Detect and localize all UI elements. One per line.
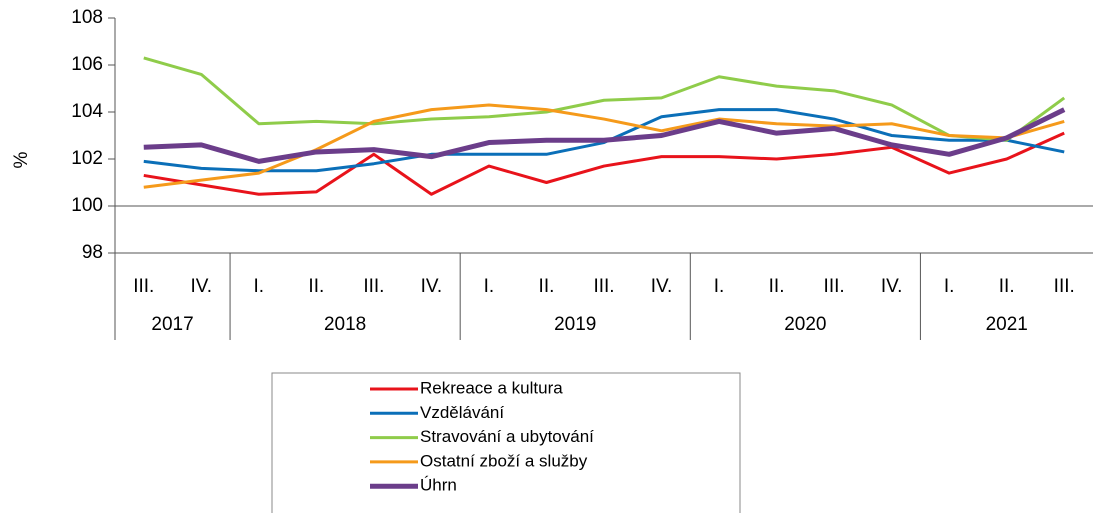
x-tick-label: IV. [421, 276, 443, 297]
x-tick-label: III. [824, 276, 845, 297]
y-tick-label: 102 [71, 148, 103, 169]
x-tick-label: I. [484, 276, 495, 297]
year-label: 2021 [986, 314, 1028, 335]
x-tick-label: II. [308, 276, 324, 297]
y-tick-label: 98 [82, 242, 103, 263]
legend-label: Stravování a ubytování [420, 427, 594, 446]
year-label: 2017 [151, 314, 193, 335]
legend-label: Úhrn [420, 476, 457, 495]
y-tick-label: 100 [71, 195, 103, 216]
y-tick-label: 106 [71, 54, 103, 75]
x-tick-label: IV. [881, 276, 903, 297]
series-line [143, 107, 1066, 164]
legend-box [271, 372, 741, 513]
series-line [143, 103, 1065, 189]
legend-label: Rekreace a kultura [420, 378, 563, 397]
x-tick-label: III. [133, 276, 154, 297]
legend-label: Vzdělávání [420, 403, 504, 422]
x-tick-label: III. [363, 276, 384, 297]
legend-label: Ostatní zboží a služby [420, 451, 588, 470]
x-tick-label: I. [254, 276, 265, 297]
series-line [143, 56, 1066, 142]
x-tick-label: III. [1054, 276, 1075, 297]
y-axis-label: % [11, 151, 32, 168]
x-tick-label: IV. [191, 276, 213, 297]
series-line [143, 131, 1065, 196]
year-label: 2018 [324, 314, 366, 335]
x-tick-label: I. [944, 276, 955, 297]
legend: Rekreace a kultura Vzdělávání Stravování a… [370, 378, 594, 495]
x-tick-label: IV. [651, 276, 673, 297]
x-tick-label: II. [769, 276, 785, 297]
x-tick-label: II. [539, 276, 555, 297]
year-label: 2019 [554, 314, 596, 335]
x-tick-label: II. [999, 276, 1015, 297]
year-label: 2020 [784, 314, 826, 335]
x-tick-label: III. [593, 276, 614, 297]
x-tick-label: I. [714, 276, 725, 297]
y-tick-label: 108 [71, 7, 103, 28]
y-tick-label: 104 [71, 101, 103, 122]
